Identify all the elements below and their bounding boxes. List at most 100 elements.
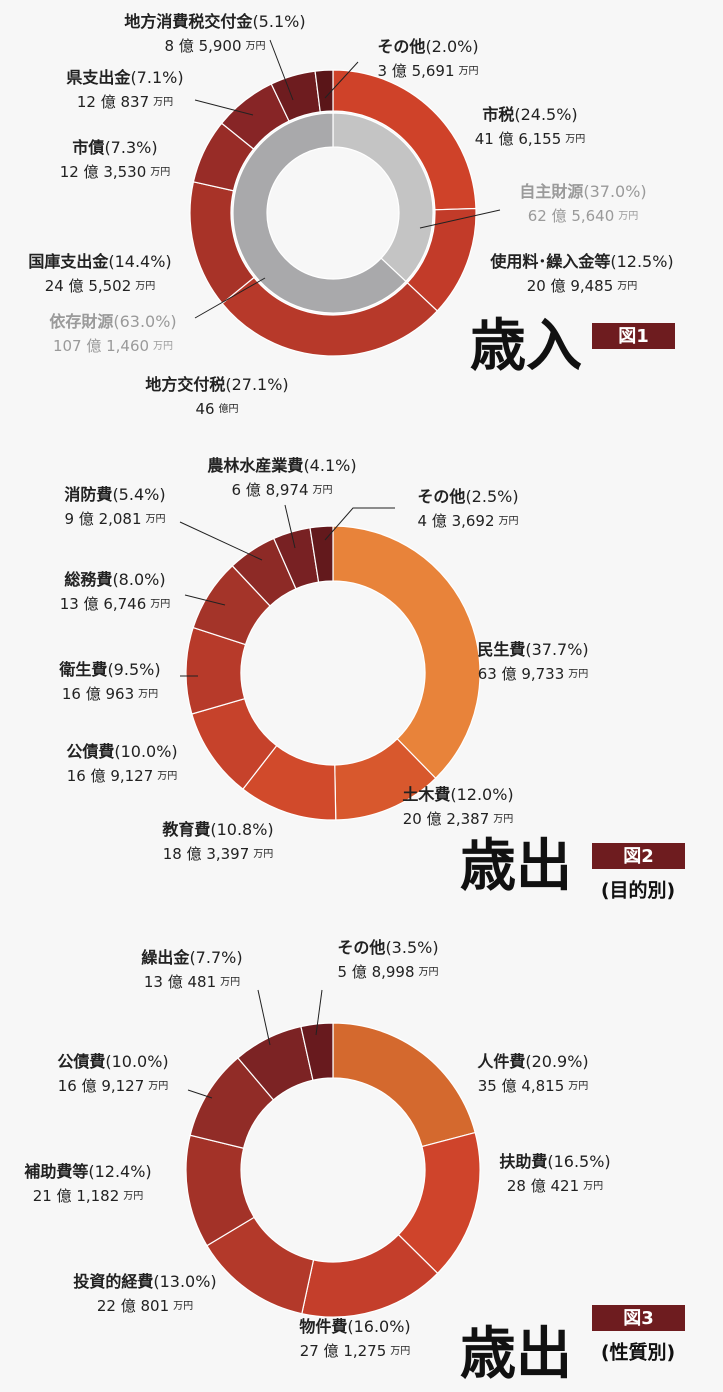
category-name: 地方消費税交付金 bbox=[124, 12, 253, 31]
category-name: 投資的経費 bbox=[73, 1272, 153, 1291]
segment-label: 地方交付税(27.1%) bbox=[145, 375, 288, 394]
segment-label: 市税(24.5%) bbox=[482, 105, 577, 124]
amount-label: 13 億 6,746 万円 bbox=[60, 595, 171, 613]
category-name: 自主財源 bbox=[519, 182, 583, 201]
percent-label: (12.5%) bbox=[610, 252, 673, 271]
amount-label: 63 億 9,733 万円 bbox=[478, 665, 589, 683]
leader-line bbox=[194, 99, 254, 116]
amount-unit: 万円 bbox=[157, 771, 177, 782]
percent-label: (12.0%) bbox=[450, 785, 513, 804]
segment-label: 公債費(10.0%) bbox=[66, 742, 177, 761]
amount-unit: 万円 bbox=[583, 1181, 603, 1192]
amount-unit: 億円 bbox=[219, 402, 239, 415]
badge: 図1 bbox=[618, 326, 649, 347]
percent-label: (16.5%) bbox=[547, 1152, 610, 1171]
segment-label: 県支出金(7.1%) bbox=[66, 68, 183, 87]
amount-unit: 万円 bbox=[253, 849, 273, 860]
chart-title: 歳入 bbox=[470, 314, 582, 379]
amount: 9 億 2,081 bbox=[64, 510, 141, 528]
leader-line bbox=[315, 989, 323, 1036]
amount-unit: 万円 bbox=[459, 66, 479, 77]
amount-unit: 万円 bbox=[419, 967, 439, 978]
category-name: 人件費 bbox=[477, 1052, 525, 1071]
percent-label: (2.0%) bbox=[425, 37, 478, 56]
category-name: 依存財源 bbox=[49, 312, 113, 331]
amount-unit: 万円 bbox=[565, 134, 585, 145]
segment-label: 投資的経費(13.0%) bbox=[73, 1272, 216, 1291]
category-name: 国庫支出金 bbox=[28, 252, 109, 271]
chart-title: 歳出 bbox=[460, 1322, 572, 1387]
amount: 21 億 1,182 bbox=[33, 1187, 120, 1205]
amount-unit: 万円 bbox=[150, 599, 170, 610]
amount-label: 28 億 421 万円 bbox=[507, 1177, 603, 1195]
amount-label: 13 億 481 万円 bbox=[144, 973, 240, 991]
badge: 図2 bbox=[623, 846, 654, 867]
leader-line bbox=[324, 507, 395, 541]
segment-label: 依存財源(63.0%) bbox=[49, 312, 176, 331]
percent-label: (7.7%) bbox=[189, 948, 242, 967]
segment-label: 自主財源(37.0%) bbox=[519, 182, 646, 201]
category-name: 県支出金 bbox=[66, 68, 131, 87]
amount: 18 億 3,397 bbox=[163, 845, 250, 863]
percent-label: (63.0%) bbox=[113, 312, 176, 331]
percent-label: (37.0%) bbox=[583, 182, 646, 201]
amount-label: 12 億 3,530 万円 bbox=[60, 163, 171, 181]
segment-label: 人件費(20.9%) bbox=[477, 1052, 588, 1071]
segment-label: その他(2.0%) bbox=[377, 37, 478, 56]
category-name: 総務費 bbox=[64, 570, 112, 589]
amount-label: 6 億 8,974 万円 bbox=[231, 481, 332, 499]
segment-label: 民生費(37.7%) bbox=[477, 640, 588, 659]
amount: 13 億 481 bbox=[144, 973, 216, 991]
amount-label: 4 億 3,692 万円 bbox=[417, 512, 518, 530]
category-name: 繰出金 bbox=[141, 948, 190, 967]
amount: 20 億 2,387 bbox=[403, 810, 490, 828]
badge-bg bbox=[592, 323, 675, 349]
amount: 16 億 963 bbox=[62, 685, 134, 703]
amount-unit: 万円 bbox=[493, 814, 513, 825]
amount: 27 億 1,275 bbox=[300, 1342, 387, 1360]
amount-label: 8 億 5,900 万円 bbox=[164, 37, 265, 55]
leader-line bbox=[179, 521, 263, 561]
percent-label: (4.1%) bbox=[303, 456, 356, 475]
leader-line bbox=[419, 209, 501, 229]
segment-label: その他(2.5%) bbox=[417, 487, 518, 506]
amount-label: 5 億 8,998 万円 bbox=[337, 963, 438, 981]
subtitle: (目的別) bbox=[601, 879, 675, 902]
percent-label: (20.9%) bbox=[525, 1052, 588, 1071]
amount: 28 億 421 bbox=[507, 1177, 579, 1195]
segment-label: 衛生費(9.5%) bbox=[58, 660, 160, 679]
amount: 3 億 5,691 bbox=[377, 62, 454, 80]
segment-label: 国庫支出金(14.4%) bbox=[28, 252, 171, 271]
amount-unit: 万円 bbox=[220, 977, 240, 988]
amount-unit: 万円 bbox=[173, 1301, 193, 1312]
category-name: 市税 bbox=[482, 105, 514, 124]
amount-label: 3 億 5,691 万円 bbox=[377, 62, 478, 80]
amount-label: 16 億 963 万円 bbox=[62, 685, 158, 703]
amount: 12 億 3,530 bbox=[60, 163, 147, 181]
amount-unit: 万円 bbox=[617, 281, 637, 292]
amount: 62 億 5,640 bbox=[528, 207, 615, 225]
amount-unit: 万円 bbox=[568, 1081, 588, 1092]
leader-line bbox=[194, 277, 266, 319]
category-name: 使用料･繰入金等 bbox=[489, 252, 610, 271]
segment-label: 使用料･繰入金等(12.5%) bbox=[489, 252, 673, 271]
donut-segment bbox=[314, 69, 334, 113]
donut-segment bbox=[232, 112, 407, 314]
category-name: 市債 bbox=[72, 138, 104, 157]
amount-label: 16 億 9,127 万円 bbox=[67, 767, 178, 785]
category-name: 土木費 bbox=[402, 785, 450, 804]
amount: 16 億 9,127 bbox=[67, 767, 154, 785]
amount-label: 21 億 1,182 万円 bbox=[33, 1187, 144, 1205]
amount-unit: 万円 bbox=[135, 281, 155, 292]
percent-label: (9.5%) bbox=[107, 660, 160, 679]
category-name: 教育費 bbox=[162, 820, 210, 839]
amount: 46 bbox=[195, 400, 214, 418]
amount: 63 億 9,733 bbox=[478, 665, 565, 683]
amount-unit: 万円 bbox=[618, 211, 638, 222]
percent-label: (2.5%) bbox=[465, 487, 518, 506]
amount-label: 62 億 5,640 万円 bbox=[528, 207, 639, 225]
category-name: 公債費 bbox=[57, 1052, 105, 1071]
amount-unit: 万円 bbox=[390, 1346, 410, 1357]
amount: 12 億 837 bbox=[77, 93, 149, 111]
